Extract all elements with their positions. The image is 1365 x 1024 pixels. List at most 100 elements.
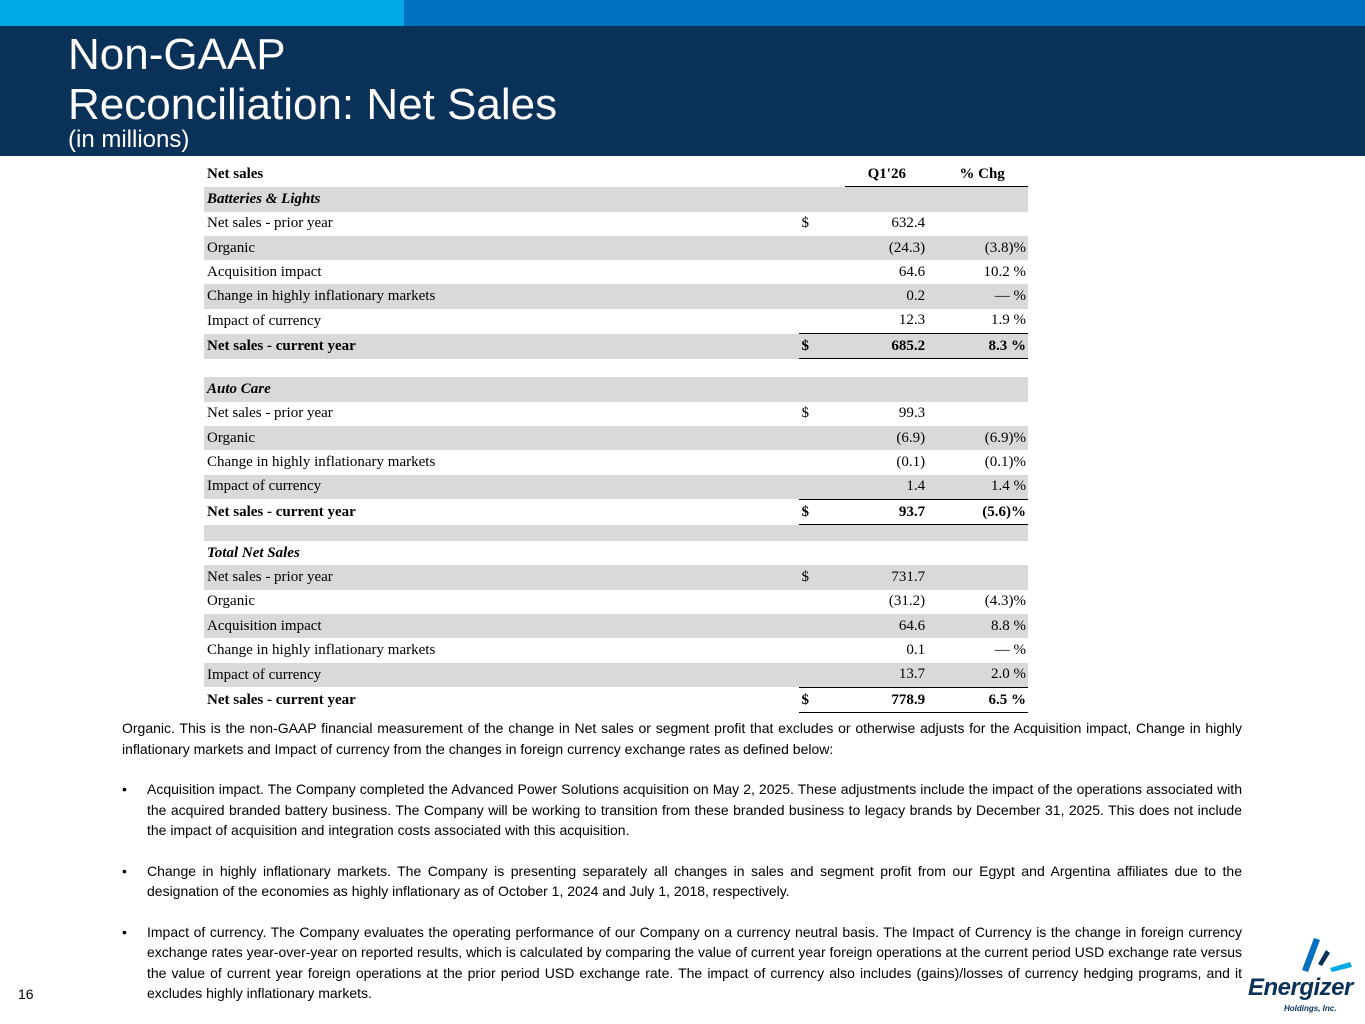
top-accent-bar: [404, 0, 1365, 26]
bullet-text: Impact of currency. The Company evaluate…: [147, 923, 1242, 1002]
row-value: 685.2: [845, 333, 936, 360]
currency-symbol: [798, 425, 846, 451]
net-sales-reconciliation-table: Net sales Q1'26 % Chg Batteries & Lights…: [204, 162, 1028, 714]
row-value: 93.7: [845, 498, 936, 526]
currency-symbol: [799, 450, 846, 474]
currency-symbol: $: [798, 686, 846, 714]
row-pct-change: — %: [935, 284, 1028, 309]
row-value: 13.7: [845, 662, 936, 688]
row-value: (0.1): [896, 453, 926, 470]
table-row: Net sales - prior year $ 731.7: [204, 565, 1028, 590]
row-value: 64.6: [845, 614, 936, 639]
title-line-1: Non-GAAP: [68, 30, 286, 79]
currency-symbol: [798, 474, 846, 500]
row-label: Net sales - prior year: [207, 215, 333, 232]
currency-symbol: $: [801, 405, 810, 422]
organic-definition: Organic. This is the non-GAAP financial …: [122, 720, 1242, 757]
row-pct-change: (6.9)%: [935, 425, 1028, 451]
row-label: Organic: [204, 425, 799, 451]
table-row: Organic (31.2) (4.3)%: [204, 590, 1028, 614]
table-row: Organic (6.9) (6.9)%: [204, 425, 1028, 451]
currency-symbol: [798, 235, 846, 261]
row-pct-change: (0.1)%: [984, 453, 1026, 470]
row-pct-change: 8.8 %: [935, 614, 1028, 639]
row-pct-change: 6.5 %: [935, 686, 1028, 714]
table-row: Change in highly inflationary markets (0…: [204, 450, 1028, 474]
section-header-row: Batteries & Lights: [204, 186, 1028, 212]
row-pct-change: 1.9 %: [991, 312, 1026, 329]
row-label: Impact of currency: [204, 662, 799, 688]
row-label: Change in highly inflationary markets: [207, 453, 436, 470]
row-label: Change in highly inflationary markets: [204, 284, 799, 309]
bullet-inflationary-markets: • Change in highly inflationary markets.…: [122, 861, 1242, 902]
table-row: Impact of currency 12.3 1.9 %: [204, 309, 1028, 334]
section-header-row: Total Net Sales: [204, 541, 1028, 565]
table-row: Acquisition impact 64.6 10.2 %: [204, 260, 1028, 284]
logo-subtext: Holdings, Inc.: [1284, 1004, 1337, 1013]
total-row: Net sales - current year $ 778.9 6.5 %: [204, 686, 1028, 714]
spacer-row: [204, 524, 1028, 542]
row-pct-change: 8.3 %: [935, 333, 1028, 360]
row-label: Acquisition impact: [207, 263, 322, 280]
page-number: 16: [18, 986, 34, 1002]
bullet-point: •: [122, 862, 127, 879]
currency-symbol: $: [801, 215, 810, 232]
row-value: 12.3: [898, 312, 926, 329]
row-pct-change: [935, 212, 1028, 236]
row-label: Change in highly inflationary markets: [207, 641, 436, 658]
spacer-row: [204, 359, 1028, 378]
row-pct-change: [935, 565, 1028, 590]
bullet-acquisition-impact: • Acquisition impact. The Company comple…: [122, 779, 1242, 841]
page-subtitle: (in millions): [68, 126, 190, 153]
total-row: Net sales - current year $ 685.2 8.3 %: [204, 333, 1028, 360]
total-row: Net sales - current year $ 93.7 (5.6)%: [204, 498, 1028, 526]
section-header-row: Auto Care: [204, 377, 1028, 402]
bullet-impact-of-currency: • Impact of currency. The Company evalua…: [122, 922, 1242, 1004]
logo-wordmark: Energizer: [1248, 974, 1353, 1001]
row-pct-change: — %: [994, 641, 1026, 658]
section-title: Total Net Sales: [207, 544, 300, 561]
bullet-text: Acquisition impact. The Company complete…: [147, 781, 1242, 838]
currency-symbol: [798, 662, 846, 688]
currency-symbol: [798, 614, 846, 639]
column-header-period: Q1'26: [845, 162, 936, 188]
row-value: (24.3): [845, 235, 936, 261]
row-value: 0.1: [906, 641, 926, 658]
row-label: Net sales - prior year: [207, 405, 333, 422]
title-line-2: Reconciliation: Net Sales: [68, 80, 558, 129]
row-value: 778.9: [845, 686, 936, 714]
currency-symbol: $: [798, 565, 846, 590]
row-pct-change: 2.0 %: [935, 662, 1028, 688]
row-value: 0.2: [845, 284, 936, 309]
row-pct-change: (4.3)%: [984, 593, 1026, 610]
row-pct-change: 10.2 %: [983, 263, 1027, 280]
row-value: 1.4: [845, 474, 936, 500]
table-row: Change in highly inflationary markets 0.…: [204, 638, 1028, 662]
table-row: Acquisition impact 64.6 8.8 %: [204, 614, 1028, 639]
currency-symbol: [799, 309, 846, 334]
row-value: 731.7: [845, 565, 936, 590]
currency-symbol: [799, 590, 846, 614]
definitions-notes: Organic. This is the non-GAAP financial …: [122, 718, 1242, 1004]
row-value: 99.3: [898, 405, 926, 422]
table-header-row: Net sales Q1'26 % Chg: [204, 162, 1028, 188]
column-header-change: % Chg: [935, 162, 1028, 188]
row-label: Organic: [207, 593, 256, 610]
currency-symbol: $: [798, 498, 846, 526]
row-pct-change: (3.8)%: [935, 235, 1028, 261]
row-value: (31.2): [888, 593, 926, 610]
table-row: Change in highly inflationary markets 0.…: [204, 284, 1028, 309]
table-row: Net sales - prior year $ 99.3: [204, 402, 1028, 426]
currency-symbol: [799, 638, 846, 662]
row-label: Impact of currency: [207, 312, 322, 329]
bullet-point: •: [122, 781, 127, 797]
header-banner: [0, 26, 1365, 156]
row-label: Organic: [204, 235, 799, 261]
currency-symbol: [799, 260, 846, 284]
row-label: Net sales - current year: [207, 691, 356, 708]
currency-symbol: $: [798, 333, 846, 360]
row-value: 632.4: [891, 215, 926, 232]
table-row: Impact of currency 1.4 1.4 %: [204, 474, 1028, 500]
bullet-text: Change in highly inflationary markets. T…: [147, 862, 1242, 900]
top-accent-bar-light: [0, 0, 404, 26]
